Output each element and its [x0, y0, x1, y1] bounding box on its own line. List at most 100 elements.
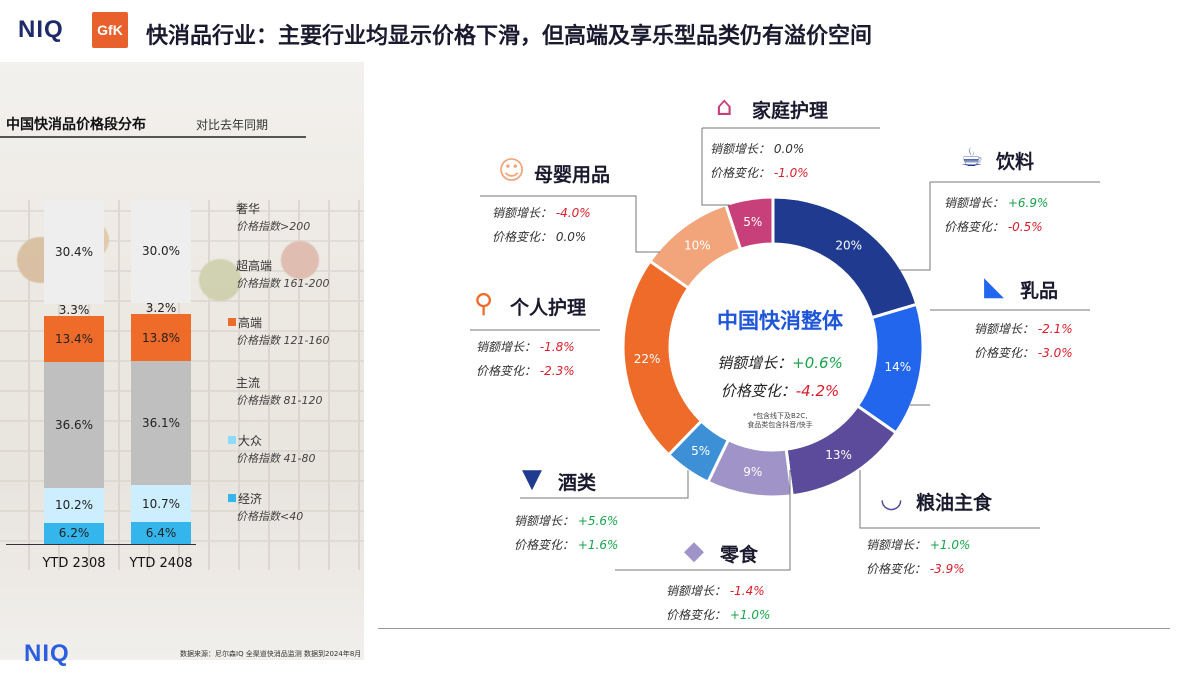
noodle-bowl-icon: ◡	[880, 484, 903, 514]
category-name: 酒类	[558, 472, 597, 494]
callout-leader-line	[900, 182, 931, 271]
donut-slice	[723, 195, 775, 252]
category-name: 饮料	[996, 151, 1035, 173]
legend-tier-name: 经济	[238, 492, 263, 506]
bar-segment: 6.4%	[131, 522, 191, 544]
sales-growth-label: 销额增长：	[866, 538, 930, 552]
sales-growth-label: 销额增长：	[666, 584, 730, 598]
left-title-rule	[0, 136, 306, 138]
bar-segment: 13.4%	[44, 315, 104, 362]
price-change-label: 价格变化：	[866, 562, 930, 576]
legend-tier-name: 超高端	[236, 259, 273, 273]
bar-value-label: 30.4%	[54, 245, 94, 260]
sales-growth-label: 销额增长：	[492, 206, 556, 220]
left-chart-subtitle: 对比去年同期	[196, 118, 269, 132]
category-name: 家庭护理	[752, 100, 829, 122]
legend-tier-name: 大众	[238, 434, 263, 448]
callout-leader-line	[615, 470, 791, 571]
donut-center-note: *包含线下及B2C, 食品类包含抖音/快手	[700, 412, 860, 430]
category-name: 粮油主食	[916, 492, 993, 514]
bar-value-label: 30.0%	[141, 244, 181, 259]
footer-source: 数据来源：尼尔森IQ 全渠道快消品监测 数据到2024年8月	[180, 650, 362, 658]
price-change-label: 价格变化：	[710, 166, 774, 180]
bar-category-label: YTD 2408	[129, 556, 193, 571]
price-change-value: -3.0%	[1037, 346, 1073, 360]
legend-tier-name: 高端	[238, 316, 263, 330]
category-price-change: 价格变化： +1.0%	[666, 606, 770, 623]
legend-tier-range: 价格指数 81-120	[236, 394, 323, 407]
category-price-change: 价格变化： -2.3%	[476, 362, 575, 379]
category-sales-growth: 销额增长： -1.8%	[476, 338, 575, 355]
donut-center-sales-label: 销额增长：	[717, 354, 793, 372]
sales-growth-label: 销额增长：	[514, 514, 578, 528]
price-change-value: -3.9%	[929, 562, 965, 576]
donut-center-sales-value: +0.6%	[792, 354, 843, 372]
bar-value-label: 10.2%	[54, 498, 94, 513]
donut-slice-label: 14%	[885, 360, 912, 374]
wine-glass-icon: ▼	[522, 464, 542, 494]
category-name: 个人护理	[510, 297, 587, 319]
donut-center-note-line2: 食品类包含抖音/快手	[747, 421, 813, 429]
callout-leader-line	[480, 195, 660, 253]
category-sales-growth: 销额增长： -2.1%	[974, 320, 1073, 337]
category-price-change: 价格变化： +1.6%	[514, 536, 618, 553]
bar-value-label: 10.7%	[141, 496, 181, 511]
bar-value-label: 36.1%	[141, 416, 181, 431]
bar-value-label: 13.8%	[141, 330, 181, 345]
price-change-label: 价格变化：	[514, 538, 578, 552]
bar-segment: 36.1%	[131, 361, 191, 486]
shaver-icon: ⚲	[474, 289, 494, 319]
sales-growth-label: 销额增长：	[944, 196, 1008, 210]
category-sales-growth: 销额增长： -1.4%	[666, 582, 765, 599]
category-name: 乳品	[1020, 280, 1059, 302]
category-sales-growth: 销额增长： -4.0%	[492, 204, 591, 221]
price-change-label: 价格变化：	[944, 220, 1008, 234]
donut-center-price-label: 价格变化：	[720, 382, 796, 400]
legend-swatch	[228, 494, 236, 502]
page-title: 快消品行业：主要行业均显示价格下滑，但高端及享乐型品类仍有溢价空间	[146, 24, 873, 49]
donut-center-price-value: -4.2%	[795, 382, 840, 400]
sales-growth-value: +6.9%	[1007, 196, 1049, 210]
baby-icon: ☺	[498, 156, 526, 186]
price-change-value: -0.5%	[1007, 220, 1043, 234]
legend-tier-name: 主流	[236, 376, 261, 390]
legend-tier-range: 价格指数<40	[236, 510, 304, 523]
callout-leader-line	[701, 128, 730, 206]
category-sales-growth: 销额增长： +1.0%	[866, 536, 970, 553]
sales-growth-value: +5.6%	[577, 514, 619, 528]
sales-growth-value: -4.0%	[555, 206, 591, 220]
price-change-label: 价格变化：	[476, 364, 540, 378]
category-sales-growth: 销额增长： +6.9%	[944, 194, 1048, 211]
category-price-change: 价格变化： -3.0%	[974, 344, 1073, 361]
callout-leader-line	[520, 470, 689, 499]
bar-segment: 6.2%	[44, 522, 104, 544]
donut-center-note-line1: *包含线下及B2C,	[752, 412, 808, 420]
donut-slice-label: 10%	[684, 239, 711, 253]
category-name: 母婴用品	[534, 164, 611, 186]
footer-niq-logo: NIQ	[24, 640, 70, 667]
donut-slice-label: 22%	[634, 352, 661, 366]
legend-tier-range: 价格指数>200	[236, 220, 311, 233]
legend-tier-range: 价格指数 161-200	[236, 277, 330, 290]
bar-segment: 36.6%	[44, 361, 104, 488]
sales-growth-label: 销额增长：	[974, 322, 1038, 336]
category-price-change: 价格变化： -3.9%	[866, 560, 965, 577]
bar-segment: 3.2%	[131, 301, 191, 315]
stacked-bar-chart: 6.2% 10.2% 36.6% 13.4% 3.3% 30.4% YTD 2308 6.4%…	[0, 0, 364, 675]
category-price-change: 价格变化： 0.0%	[492, 228, 586, 245]
coffee-cup-icon: ☕	[960, 143, 984, 173]
bar-segment: 3.3%	[44, 303, 104, 317]
donut-center-price: 价格变化：-4.2%	[680, 380, 880, 401]
price-change-value: -2.3%	[539, 364, 575, 378]
callout-leader-line	[859, 470, 1040, 529]
donut-slice-label: 20%	[835, 239, 862, 253]
category-sales-growth: 销额增长： +5.6%	[514, 512, 618, 529]
niq-logo: NIQ	[18, 16, 64, 43]
category-price-change: 价格变化： -0.5%	[944, 218, 1043, 235]
legend-swatch	[228, 436, 236, 444]
house-heart-icon: ⌂	[716, 92, 733, 122]
legend-swatch	[228, 318, 236, 326]
footer-rule	[378, 628, 1170, 629]
donut-center-title: 中国快消整体	[717, 309, 843, 333]
